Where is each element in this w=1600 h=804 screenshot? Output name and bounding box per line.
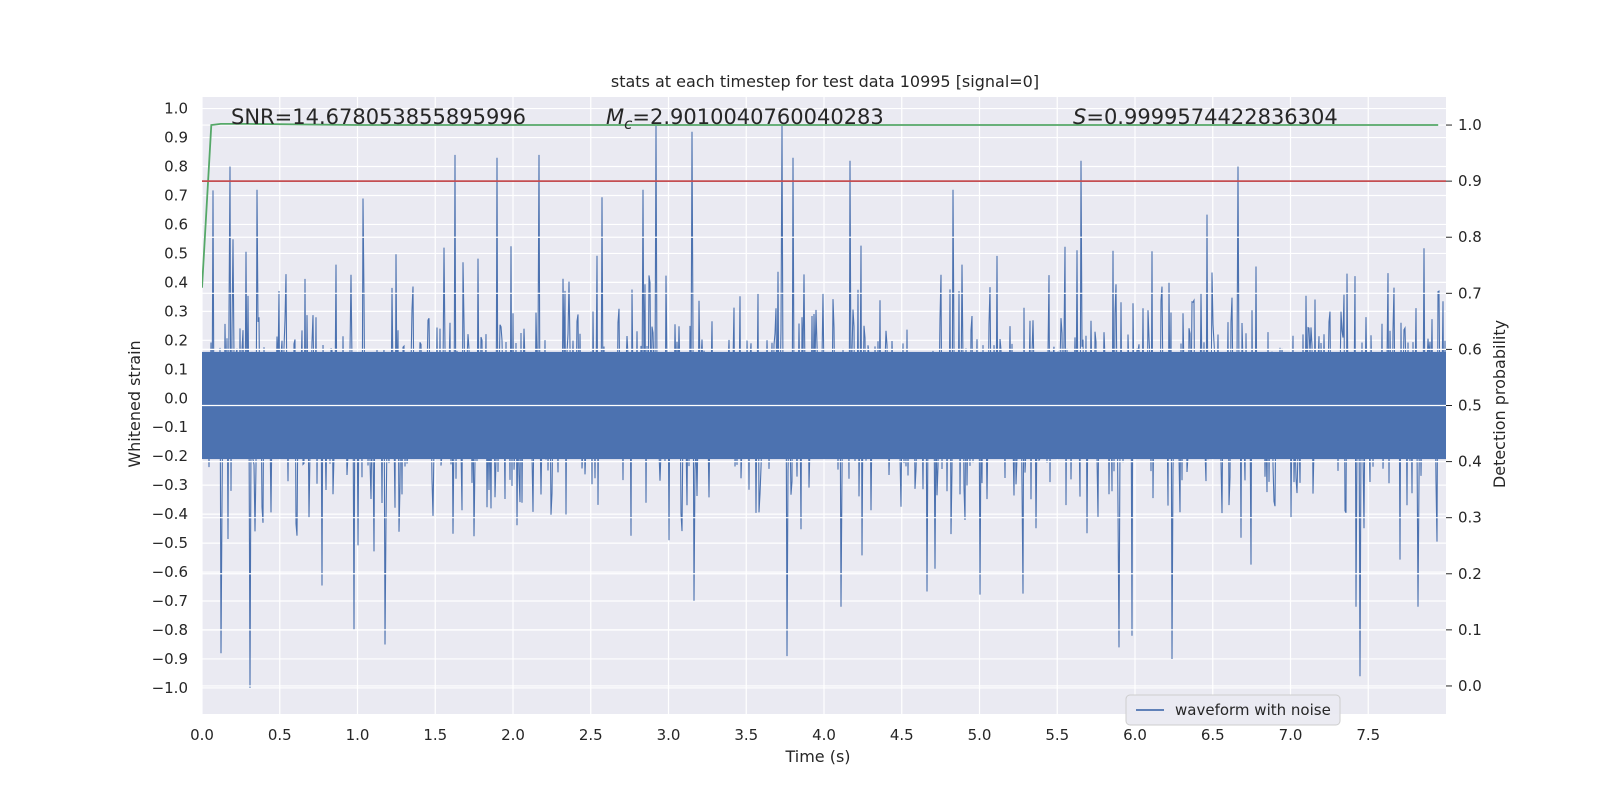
x-tick-label: 1.0 [346,726,370,744]
y-tick-label: 0.6 [164,215,188,233]
x-tick-label: 5.5 [1045,726,1069,744]
x-tick-label: 1.5 [423,726,447,744]
x-tick-label: 4.5 [890,726,914,744]
x-tick-label: 0.0 [190,726,214,744]
y2-tick-label: 0.1 [1458,621,1482,639]
x-axis-label: Time (s) [784,747,850,766]
x-tick-label: 6.5 [1201,726,1225,744]
x-tick-label: 3.5 [734,726,758,744]
legend-label: waveform with noise [1175,701,1331,719]
x-tick-label: 2.0 [501,726,525,744]
mc-symbol: M [606,105,624,129]
y-tick-label: 0.1 [164,360,188,378]
y-tick-label: 0.9 [164,129,188,147]
y2-tick-label: 0.9 [1458,172,1482,190]
y-axis-ticks: 1.0 0.9 0.8 0.7 0.6 0.5 0.4 0.3 0.2 0.1 0.0 −0.1 −0.… [152,100,188,697]
x-tick-label: 0.5 [268,726,292,744]
y-tick-label: 0.0 [164,389,188,407]
x-tick-label: 7.0 [1279,726,1303,744]
y-tick-label: −0.2 [152,447,188,465]
y2-tick-label: 0.3 [1458,509,1482,527]
x-tick-label: 2.5 [579,726,603,744]
y2-tick-label: 0.2 [1458,565,1482,583]
snr-s-annotation: S=0.9999574422836304 [1073,105,1338,129]
x-tick-label: 5.0 [968,726,992,744]
y-tick-label: −0.5 [152,534,188,552]
x-tick-label: 4.0 [812,726,836,744]
x-axis-ticks: 0.0 0.5 1.0 1.5 2.0 2.5 3.0 3.5 4.0 4.5 5.0 5.5 6.0 6… [190,726,1380,744]
y-tick-label: 0.5 [164,244,188,262]
y-tick-label: −1.0 [152,679,188,697]
probability-layer [202,123,1446,288]
y-tick-label: −0.8 [152,621,188,639]
legend-box [1125,694,1341,726]
x-tick-label: 6.0 [1123,726,1147,744]
chart-title: stats at each timestep for test data 109… [611,72,1039,91]
x-tick-label: 7.5 [1356,726,1380,744]
s-symbol: S [1073,105,1086,129]
y-axis-label: Whitened strain [125,340,144,467]
snr-annotation: SNR=14.678053855895996 [231,105,526,129]
chirp-mass-annotation: Mc=2.9010040760040283 [606,105,884,133]
y-tick-label: −0.3 [152,476,188,494]
y-tick-label: 0.4 [164,273,188,291]
y-tick-label: −0.6 [152,563,188,581]
y-tick-label: 1.0 [164,100,188,118]
y-tick-label: −0.4 [152,505,188,523]
y-tick-label: 0.8 [164,158,188,176]
y2-tick-label: 0.0 [1458,677,1482,695]
y2-tick-label: 0.8 [1458,228,1482,246]
y2-tick-label: 0.5 [1458,397,1482,415]
y2-axis-ticks: 1.0 0.9 0.8 0.7 0.6 0.5 0.4 0.3 0.2 0.1 0.0 [1446,116,1482,695]
y-tick-label: −0.1 [152,418,188,436]
y2-tick-label: 0.7 [1458,284,1482,302]
x-tick-label: 3.0 [657,726,681,744]
detection-probability-line [202,123,1439,288]
y2-tick-label: 0.6 [1458,340,1482,358]
mc-subscript: c [624,115,633,133]
y-tick-label: 0.3 [164,302,188,320]
y2-axis-label: Detection probability [1490,320,1509,488]
y-tick-label: −0.7 [152,592,188,610]
s-value: =0.9999574422836304 [1086,105,1337,129]
y2-tick-label: 0.4 [1458,453,1482,471]
legend: waveform with noise [1125,694,1341,726]
y-tick-label: 0.2 [164,331,188,349]
y-tick-label: −0.9 [152,650,188,668]
y2-tick-label: 1.0 [1458,116,1482,134]
mc-value: =2.9010040760040283 [632,105,883,129]
y-tick-label: 0.7 [164,186,188,204]
